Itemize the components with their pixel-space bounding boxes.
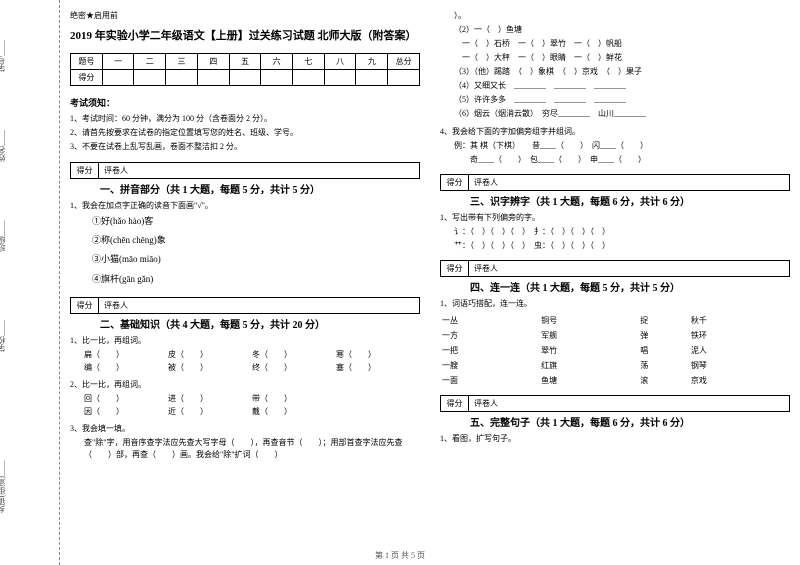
score-label: 得分 — [441, 261, 469, 276]
item: （4）又细又长 ________ ________ ________ — [454, 80, 790, 92]
q-s5: 1、看图，扩写句子。 — [440, 433, 790, 444]
cell: 八 — [324, 54, 356, 70]
page-footer: 第 1 页 共 5 页 — [0, 550, 800, 561]
section-title-3: 三、识字辨字（共 1 大题，每题 6 分，共计 6 分） — [470, 193, 690, 208]
cell: 四 — [197, 54, 229, 70]
grader-box: 得分 评卷人 — [70, 162, 420, 179]
q-basic-3: 3、我会填一填。 — [70, 423, 420, 434]
grader-label: 评卷人 — [99, 298, 133, 313]
binding-label-name: 姓名____ — [0, 130, 7, 162]
cell[interactable] — [388, 70, 420, 86]
pinyin-item-2: ②称(chēn chēng)象 — [92, 233, 420, 247]
pinyin-item-4: ④旗杆(gān gǎn) — [92, 272, 420, 286]
item: （3）（他）踢踏 （ ）象棋 （ ）京戏 （ ）果子 — [454, 66, 790, 78]
cell: 得分 — [71, 70, 103, 86]
cell[interactable] — [197, 70, 229, 86]
s3-row2: 艹：（ ）（ ）（ ） 虫：（ ）（ ）（ ） — [454, 240, 790, 252]
q-basic-2: 2、比一比，再组词。 — [70, 379, 420, 390]
cell: 题号 — [71, 54, 103, 70]
score-label: 得分 — [441, 396, 469, 411]
cell[interactable] — [324, 70, 356, 86]
cell[interactable] — [166, 70, 198, 86]
grader-label: 评卷人 — [469, 261, 503, 276]
item: （5）许许多多 ________ ________ ________ — [454, 94, 790, 106]
notice-item: 1、考试时间：60 分钟，满分为 100 分（含卷面分 2 分）。 — [70, 113, 420, 124]
notice-item: 3、不要在试卷上乱写乱画，卷面不整洁扣 2 分。 — [70, 141, 420, 152]
score-value-row: 得分 — [71, 70, 420, 86]
cell[interactable] — [356, 70, 388, 86]
score-header-row: 题号 一 二 三 四 五 六 七 八 九 总分 — [71, 54, 420, 70]
grader-box: 得分 评卷人 — [440, 395, 790, 412]
word-row: 因（ ） 近（ ） 戴（ ） — [84, 406, 420, 417]
q4: 4、我会给下面的字加偏旁组字并组词。 — [440, 126, 790, 137]
s3-row1: 讠：（ ）（ ）（ ） 扌：（ ）（ ）（ ） — [454, 226, 790, 238]
secret-level: 绝密★启用前 — [70, 10, 420, 21]
section-title-4: 四、连一连（共 1 大题，每题 5 分，共计 5 分） — [470, 279, 680, 294]
grader-label: 评卷人 — [99, 163, 133, 178]
score-label: 得分 — [71, 163, 99, 178]
cell[interactable] — [102, 70, 134, 86]
q-s4: 1、词语巧搭配，连一连。 — [440, 298, 790, 309]
score-label: 得分 — [441, 175, 469, 190]
cell[interactable] — [293, 70, 325, 86]
pinyin-item-1: ①好(hǎo hào)客 — [92, 214, 420, 228]
match-table: 一丛铜号捉秋千 一方军舰弹铁环 一把翠竹唱泥人 一艘红旗荡钢琴 一面鱼塘滚京戏 — [440, 312, 790, 389]
q-s3: 1、写出带有下列偏旁的字。 — [440, 212, 790, 223]
score-label: 得分 — [71, 298, 99, 313]
binding-edge: 学号____ 姓名____ 班级____ 学校____ 乡镇(街道)____ — [0, 0, 60, 565]
word-row: 回（ ） 进（ ） 带（ ） — [84, 393, 420, 404]
grader-box: 得分 评卷人 — [70, 297, 420, 314]
binding-label-id: 学号____ — [0, 40, 7, 72]
item: （6）烟云（烟消云散） 穷尽________ 山川________ — [454, 108, 790, 120]
left-column: 绝密★启用前 2019 年实验小学二年级语文【上册】过关练习试题 北师大版（附答… — [70, 10, 420, 550]
cell[interactable] — [134, 70, 166, 86]
binding-label-town: 乡镇(街道)____ — [0, 460, 7, 513]
grader-box: 得分 评卷人 — [440, 260, 790, 277]
q3-text: 查"除"字，用音序查字法应先查大写字母（ ），再查音节（ ）；用部首查字法应先查… — [84, 437, 420, 461]
cell: 一 — [102, 54, 134, 70]
item: （2）一（ ）鱼塘 — [454, 24, 790, 36]
word-row: 扁（ ） 皮（ ） 冬（ ） 寒（ ） — [84, 349, 420, 360]
score-table: 题号 一 二 三 四 五 六 七 八 九 总分 得分 — [70, 53, 420, 86]
section-title-1: 一、拼音部分（共 1 大题，每题 5 分，共计 5 分） — [100, 181, 320, 196]
binding-label-class: 班级____ — [0, 220, 7, 252]
cell: 九 — [356, 54, 388, 70]
notice-item: 2、请首先按要求在试卷的指定位置填写您的姓名、班级、学号。 — [70, 127, 420, 138]
q4-ex: 例：其 棋（下棋） 昔____（ ） 闪____（ ） — [454, 140, 790, 152]
word-row: 编（ ） 被（ ） 终（ ） 塞（ ） — [84, 362, 420, 373]
item: 一（ ）大秤 一（ ）眼睛 一（ ）鲜花 — [454, 52, 790, 64]
q-pinyin: 1、我会在加点字正确的读音下面画"√"。 — [70, 200, 420, 211]
notice-title: 考试须知： — [70, 96, 420, 109]
item: ）。 — [454, 10, 790, 22]
cell: 六 — [261, 54, 293, 70]
cell: 七 — [293, 54, 325, 70]
binding-label-school: 学校____ — [0, 320, 7, 352]
grader-box: 得分 评卷人 — [440, 174, 790, 191]
cell[interactable] — [229, 70, 261, 86]
section-title-5: 五、完整句子（共 1 大题，每题 6 分，共计 6 分） — [470, 414, 690, 429]
cell: 五 — [229, 54, 261, 70]
grader-label: 评卷人 — [469, 175, 503, 190]
q-basic-1: 1、比一比，再组词。 — [70, 335, 420, 346]
item: 一（ ）石桥 一（ ）翠竹 一（ ）帆船 — [454, 38, 790, 50]
right-column: ）。 （2）一（ ）鱼塘 一（ ）石桥 一（ ）翠竹 一（ ）帆船 一（ ）大秤… — [440, 10, 790, 550]
section-title-2: 二、基础知识（共 4 大题，每题 5 分，共计 20 分） — [100, 316, 325, 331]
exam-title: 2019 年实验小学二年级语文【上册】过关练习试题 北师大版（附答案） — [70, 27, 420, 43]
cell: 三 — [166, 54, 198, 70]
pinyin-item-3: ③小猫(māo miāo) — [92, 252, 420, 266]
cell: 总分 — [388, 54, 420, 70]
q4-line2: 奇____（ ） 包____（ ） 申____（ ） — [454, 154, 790, 166]
main-content: 绝密★启用前 2019 年实验小学二年级语文【上册】过关练习试题 北师大版（附答… — [70, 10, 790, 550]
cell[interactable] — [261, 70, 293, 86]
cell: 二 — [134, 54, 166, 70]
grader-label: 评卷人 — [469, 396, 503, 411]
